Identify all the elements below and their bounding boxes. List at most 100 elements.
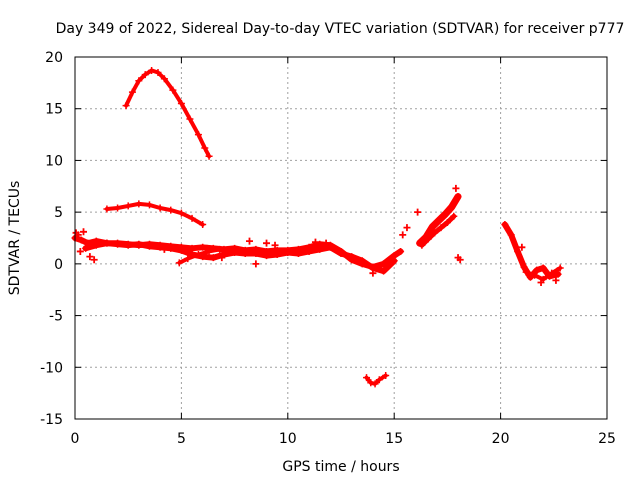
data-point <box>390 257 398 265</box>
data-point <box>205 152 213 160</box>
data-point <box>358 257 366 265</box>
data-point <box>184 255 192 263</box>
series-line <box>419 213 457 248</box>
x-tick-label: 20 <box>492 431 510 447</box>
data-point <box>380 267 388 275</box>
y-tick-label: -15 <box>40 412 63 428</box>
data-point <box>226 246 234 254</box>
series-arc-high <box>122 66 213 160</box>
data-point <box>520 263 528 271</box>
x-tick-label: 15 <box>385 431 403 447</box>
data-point <box>145 201 153 209</box>
data-point <box>175 259 183 267</box>
data-point <box>533 266 541 274</box>
data-point <box>209 254 217 262</box>
series-arc-mid <box>103 200 207 229</box>
series-line <box>501 221 562 281</box>
data-point <box>263 239 271 247</box>
data-point <box>169 86 177 94</box>
data-point <box>199 221 207 229</box>
data-point <box>454 193 462 201</box>
y-axis: -15 -10 -5 0 5 10 15 20 <box>40 50 607 428</box>
data-point <box>177 100 185 108</box>
series-arc-low-3 <box>175 245 234 267</box>
data-point <box>92 241 100 249</box>
data-series-group <box>71 66 564 388</box>
data-point <box>124 241 132 249</box>
series-arc-rise <box>416 193 462 247</box>
data-point <box>531 271 539 279</box>
data-point <box>76 247 84 255</box>
data-point <box>218 254 226 262</box>
data-point <box>371 380 379 388</box>
data-point <box>311 238 319 246</box>
data-point <box>148 66 156 74</box>
data-point <box>86 253 94 261</box>
data-point <box>231 248 239 256</box>
data-point <box>556 264 564 272</box>
data-point <box>188 214 196 222</box>
series-scatter-points <box>72 184 560 286</box>
data-point <box>135 77 143 85</box>
x-axis: 0 5 10 15 20 25 <box>71 57 616 447</box>
data-point <box>399 231 407 239</box>
data-point <box>103 205 111 213</box>
plot-frame <box>74 56 608 420</box>
data-point <box>316 245 324 253</box>
data-point <box>252 260 260 268</box>
data-point <box>441 210 449 218</box>
data-point <box>177 246 185 254</box>
data-point <box>177 209 185 217</box>
data-point <box>548 269 556 277</box>
data-point <box>554 270 562 278</box>
x-tick-label: 10 <box>279 431 297 447</box>
y-tick-label: 5 <box>54 205 63 221</box>
data-point <box>284 248 292 256</box>
data-point <box>103 239 111 247</box>
data-point <box>154 69 162 77</box>
data-point <box>82 244 90 252</box>
x-tick-label: 0 <box>71 431 80 447</box>
grid <box>75 57 607 419</box>
data-point <box>448 203 456 211</box>
data-point <box>145 242 153 250</box>
data-point <box>518 243 526 251</box>
data-point <box>156 243 164 251</box>
data-point <box>305 247 313 255</box>
data-point <box>201 144 209 152</box>
data-point <box>369 269 377 277</box>
data-point <box>337 250 345 258</box>
data-point <box>186 115 194 123</box>
y-tick-label: 15 <box>45 102 63 118</box>
data-point <box>429 223 437 231</box>
data-point <box>326 243 334 251</box>
x-tick-label: 25 <box>598 431 616 447</box>
data-point <box>537 278 545 286</box>
data-point <box>294 250 302 258</box>
data-point <box>77 236 85 244</box>
data-point <box>507 231 515 239</box>
data-point <box>188 244 196 252</box>
data-point <box>194 131 202 139</box>
data-point <box>167 206 175 214</box>
data-point <box>114 240 122 248</box>
data-point <box>539 264 547 272</box>
y-axis-label: SDTVAR / TECUs <box>7 181 23 296</box>
data-point <box>375 376 383 384</box>
data-point <box>160 245 168 253</box>
series-line <box>104 201 205 227</box>
data-point <box>128 88 136 96</box>
series-arc-late-2 <box>522 264 564 283</box>
data-point <box>156 204 164 212</box>
data-point <box>216 245 224 253</box>
data-point <box>322 239 330 247</box>
data-point <box>403 224 411 232</box>
data-point <box>435 216 443 224</box>
data-point <box>450 212 458 220</box>
data-point <box>273 251 281 259</box>
series-arc-rise-2 <box>418 212 458 249</box>
data-point <box>431 229 439 237</box>
data-point <box>522 268 530 276</box>
data-point <box>382 372 390 380</box>
data-point <box>501 221 509 229</box>
